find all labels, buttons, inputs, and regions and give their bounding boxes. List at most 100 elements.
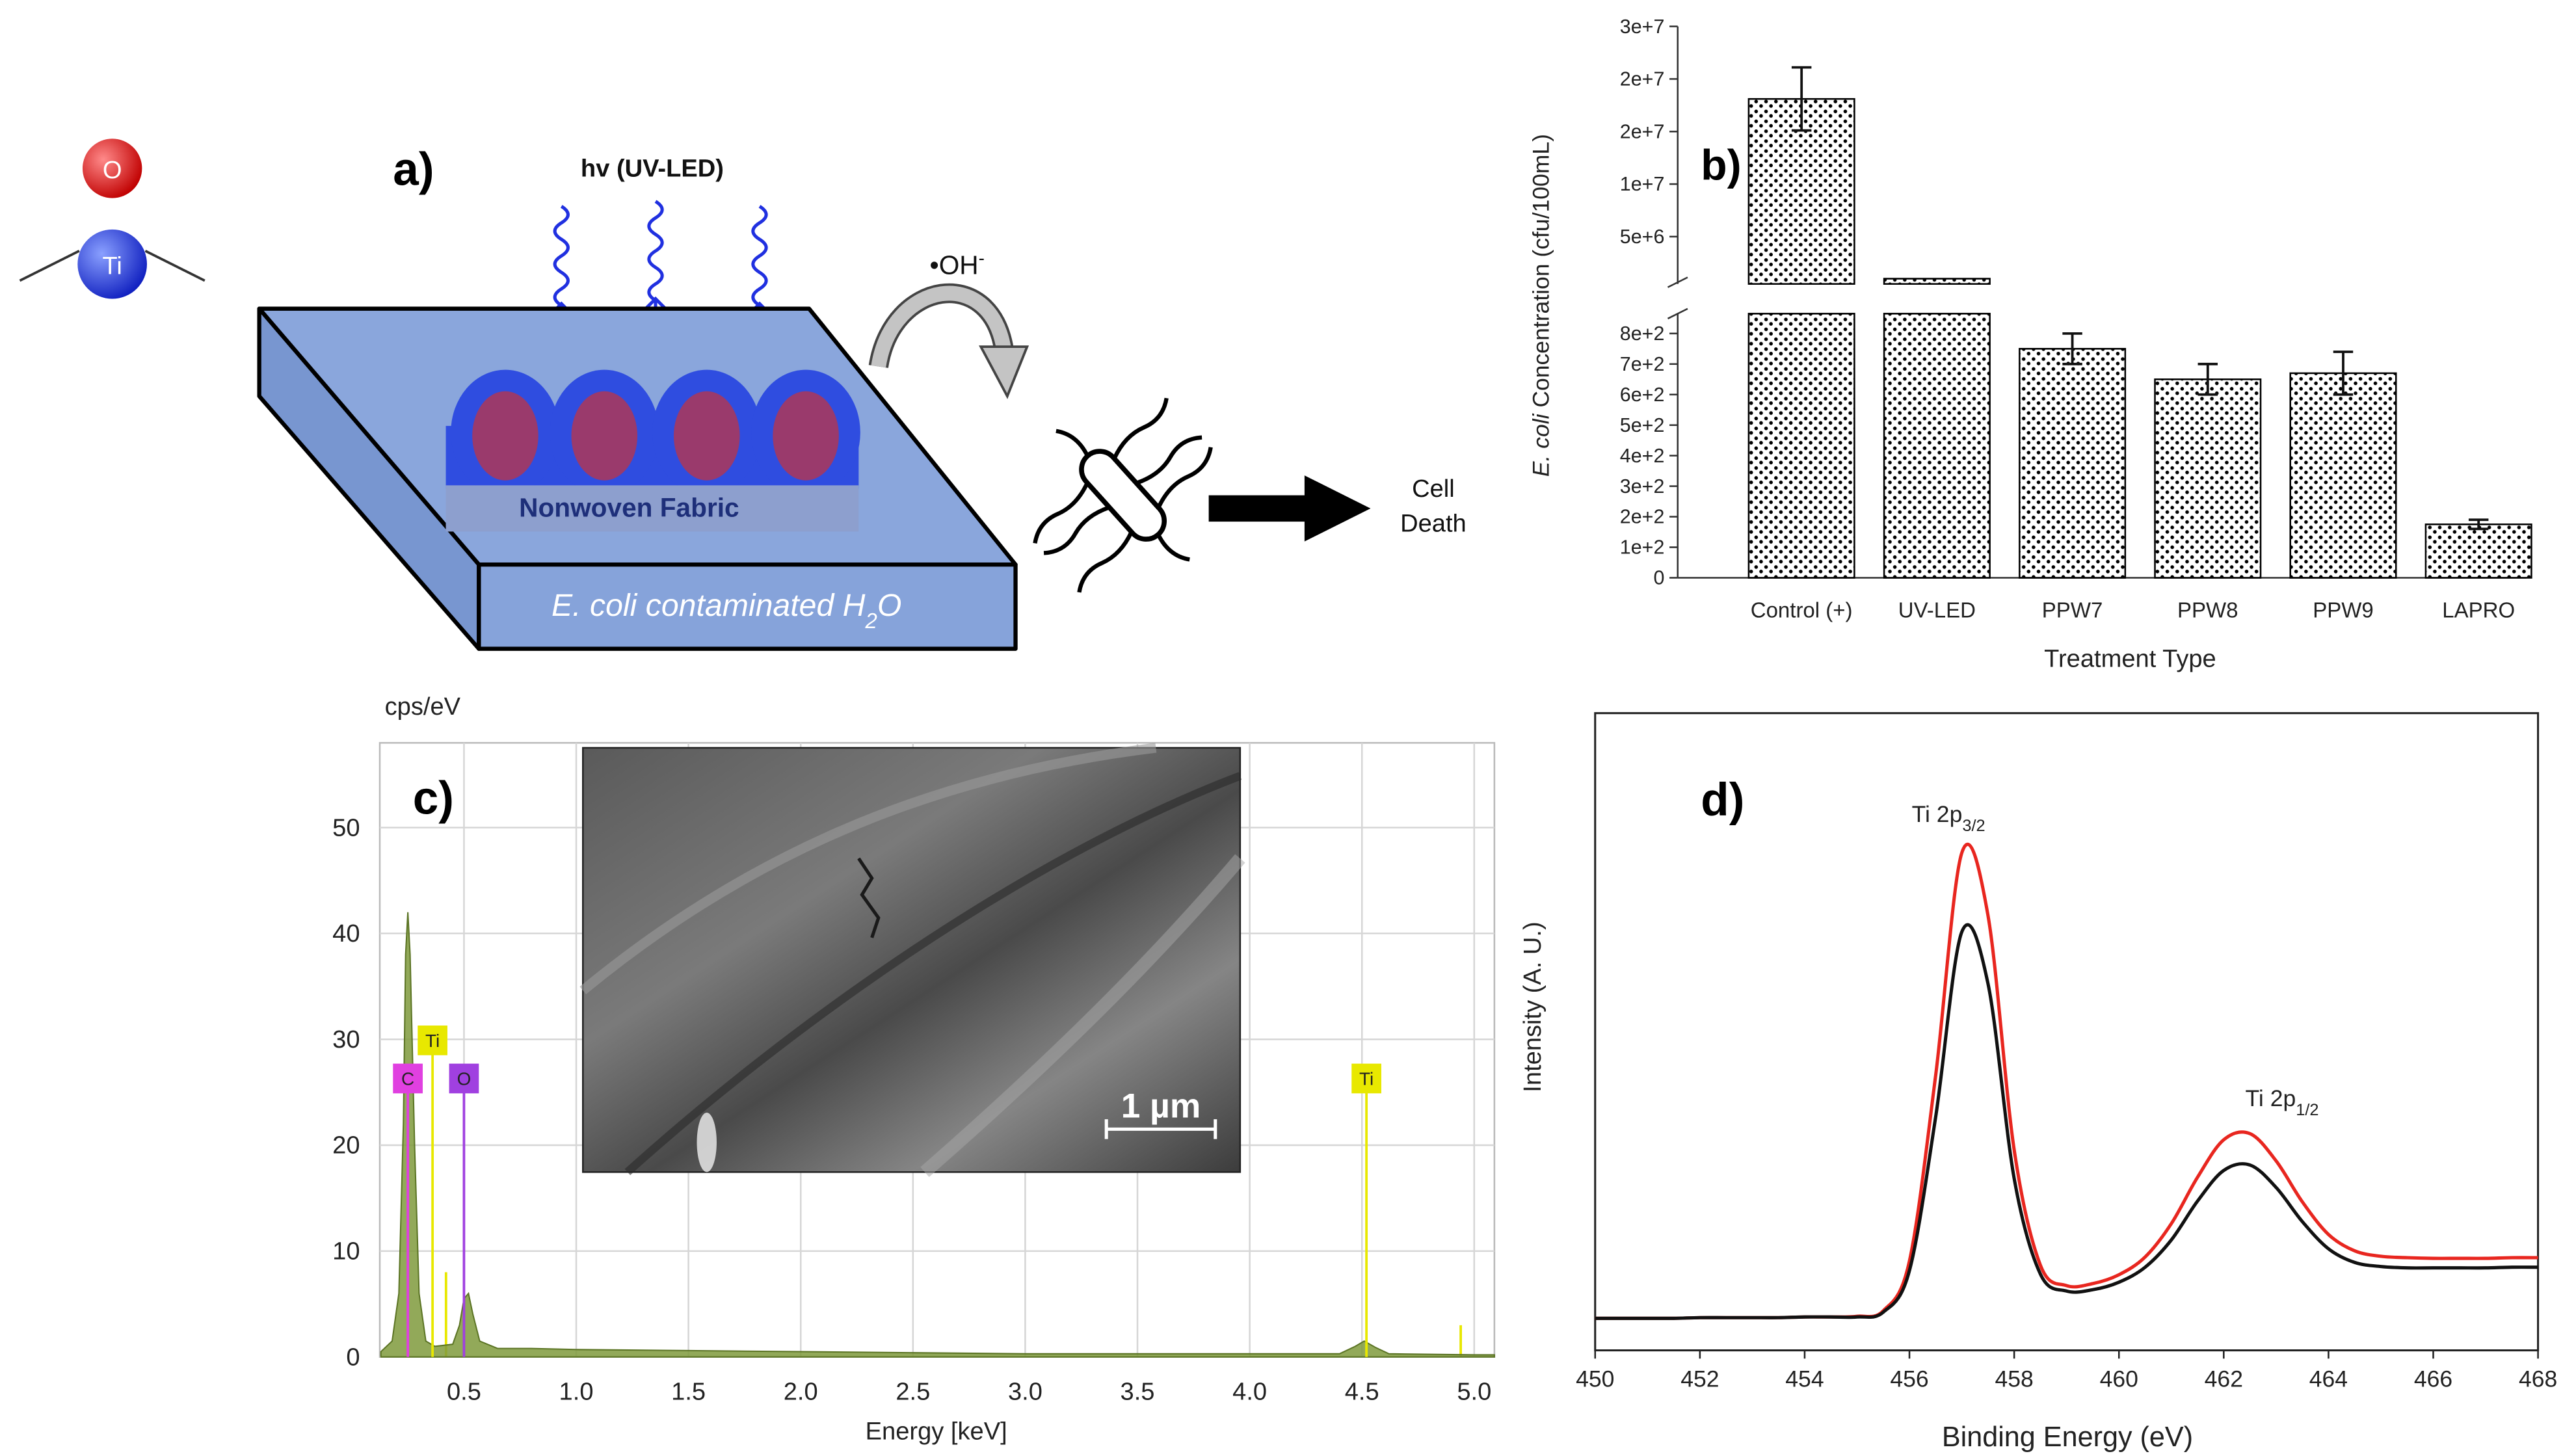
x-tick-label: 460 [2100,1366,2138,1392]
x-tick-label: 466 [2414,1366,2452,1392]
uv-waves [549,200,772,326]
y-axis-label-part: E. coli [1528,413,1554,477]
element-label: O [457,1069,471,1089]
x-tick-label: PPW8 [2177,598,2238,622]
y-tick-label: 50 [332,814,360,841]
element-label: Ti [425,1031,440,1051]
x-tick-label: LAPRO [2442,598,2515,622]
diagram: O Ti a) hv (UV-LED) Nonwoven Fabri [19,139,1467,651]
oxygen-atom [82,139,142,198]
x-tick-label: 454 [1785,1366,1824,1392]
fabric-label: Nonwoven Fabric [519,493,739,523]
y-tick-label: 2e+7 [1620,120,1665,142]
element-label: Ti [1359,1069,1374,1089]
bar [2019,348,2127,579]
curved-arrow [868,283,1029,399]
atom-label: O [103,157,122,184]
x-tick-label: PPW9 [2313,598,2374,622]
bar-chart: 0 1e+2 2e+2 3e+2 4e+2 5e+2 6e+2 7e+2 8e+2 5e+6 1e+… [1528,16,2532,673]
series-line [1595,923,2538,1320]
y-tick-label: 3e+2 [1620,475,1665,497]
arrow [1208,475,1371,542]
y-axis-label: Intensity (A. U.) [1519,921,1547,1092]
y-tick-label: 1e+7 [1620,173,1665,195]
titanium-atom [77,229,147,299]
element-tag [1351,1063,1381,1094]
x-tick-label: 4.5 [1345,1379,1379,1406]
y-tick-label: 20 [332,1132,360,1159]
element-tag [449,1063,479,1094]
y-tick-label: 2e+7 [1620,68,1665,90]
light-label: hv (UV-LED) [581,155,724,183]
y-tick-label: 40 [332,920,360,947]
sem-inset: 1 µm [579,743,1245,1178]
element-tag [393,1063,423,1094]
x-tick-label: 464 [2309,1366,2348,1392]
annotation-text: Ti 2p [1912,801,1963,827]
y-tick-label: 5e+2 [1620,414,1665,436]
bond [19,250,80,282]
y-axis-label-part: Concentration (cfu/100mL) [1528,134,1554,414]
x-tick-label: 468 [2519,1366,2557,1392]
error-bar [1791,66,1812,132]
outcome-label: Cell [1412,475,1455,503]
element-label: C [401,1069,414,1089]
fabric [445,369,860,532]
y-tick-label: 3e+7 [1620,16,1665,38]
x-tick-label: 3.0 [1008,1379,1042,1406]
x-tick-label: 0.5 [447,1379,481,1406]
y-tick-label: 6e+2 [1620,384,1665,406]
y-axis-label: cps/eV [385,693,461,721]
y-tick-label: 5e+6 [1620,226,1665,248]
annotation: Ti 2p3/2 [1912,801,1985,835]
x-axis-label: Binding Energy (eV) [1942,1422,2193,1453]
x-tick-label: 450 [1576,1366,1614,1392]
panel-label: c) [413,773,454,825]
panel-label: b) [1701,141,1741,189]
x-tick-label: 5.0 [1457,1379,1491,1406]
annotation-sub: 3/2 [1962,817,1985,835]
x-tick-label: UV-LED [1898,598,1976,622]
panel-label: a) [393,144,434,195]
radical: •OH [930,250,979,280]
y-tick-label: 8e+2 [1620,323,1665,345]
x-tick-label: 4.0 [1232,1379,1267,1406]
x-tick-label: 462 [2205,1366,2243,1392]
x-tick-label: Control (+) [1751,598,1853,622]
y-tick-label: 1e+2 [1620,536,1665,559]
axis-break [1667,276,1688,320]
bar [1883,313,1991,579]
panel-label: d) [1701,774,1744,826]
bar [1747,313,1855,579]
x-tick-label: 1.5 [671,1379,706,1406]
x-tick-label: 456 [1890,1366,1928,1392]
water-label-part: E. coli contaminated H [551,588,866,623]
error-bar [2333,351,2354,396]
x-tick-label: 1.0 [559,1379,594,1406]
water-label-part: O [877,588,902,623]
y-axis-label: E. coli Concentration (cfu/100mL) [1528,134,1554,477]
y-tick-label: 0 [1653,567,1664,589]
y-tick-label: 10 [332,1238,360,1265]
bar [2424,523,2532,579]
error-bar [2468,518,2489,531]
x-tick-label: 452 [1680,1366,1719,1392]
annotation-sub: 1/2 [2296,1101,2318,1119]
scale-label: 1 µm [1121,1087,1201,1126]
x-tick-label: 3.5 [1121,1379,1155,1406]
x-tick-label: 2.0 [784,1379,818,1406]
bar [1883,278,1991,285]
bond [144,250,206,282]
x-tick-label: 458 [1995,1366,2033,1392]
radical-label: •OH- [930,248,985,280]
radical-charge: - [979,248,985,268]
element-tag [418,1026,447,1055]
x-tick-label: PPW7 [2042,598,2103,622]
y-tick-label: 30 [332,1026,360,1053]
bar [2289,372,2397,579]
y-tick-label: 4e+2 [1620,445,1665,467]
annotation-text: Ti 2p [2246,1085,2296,1111]
annotation: Ti 2p1/2 [2246,1085,2319,1119]
bar [2154,378,2262,579]
